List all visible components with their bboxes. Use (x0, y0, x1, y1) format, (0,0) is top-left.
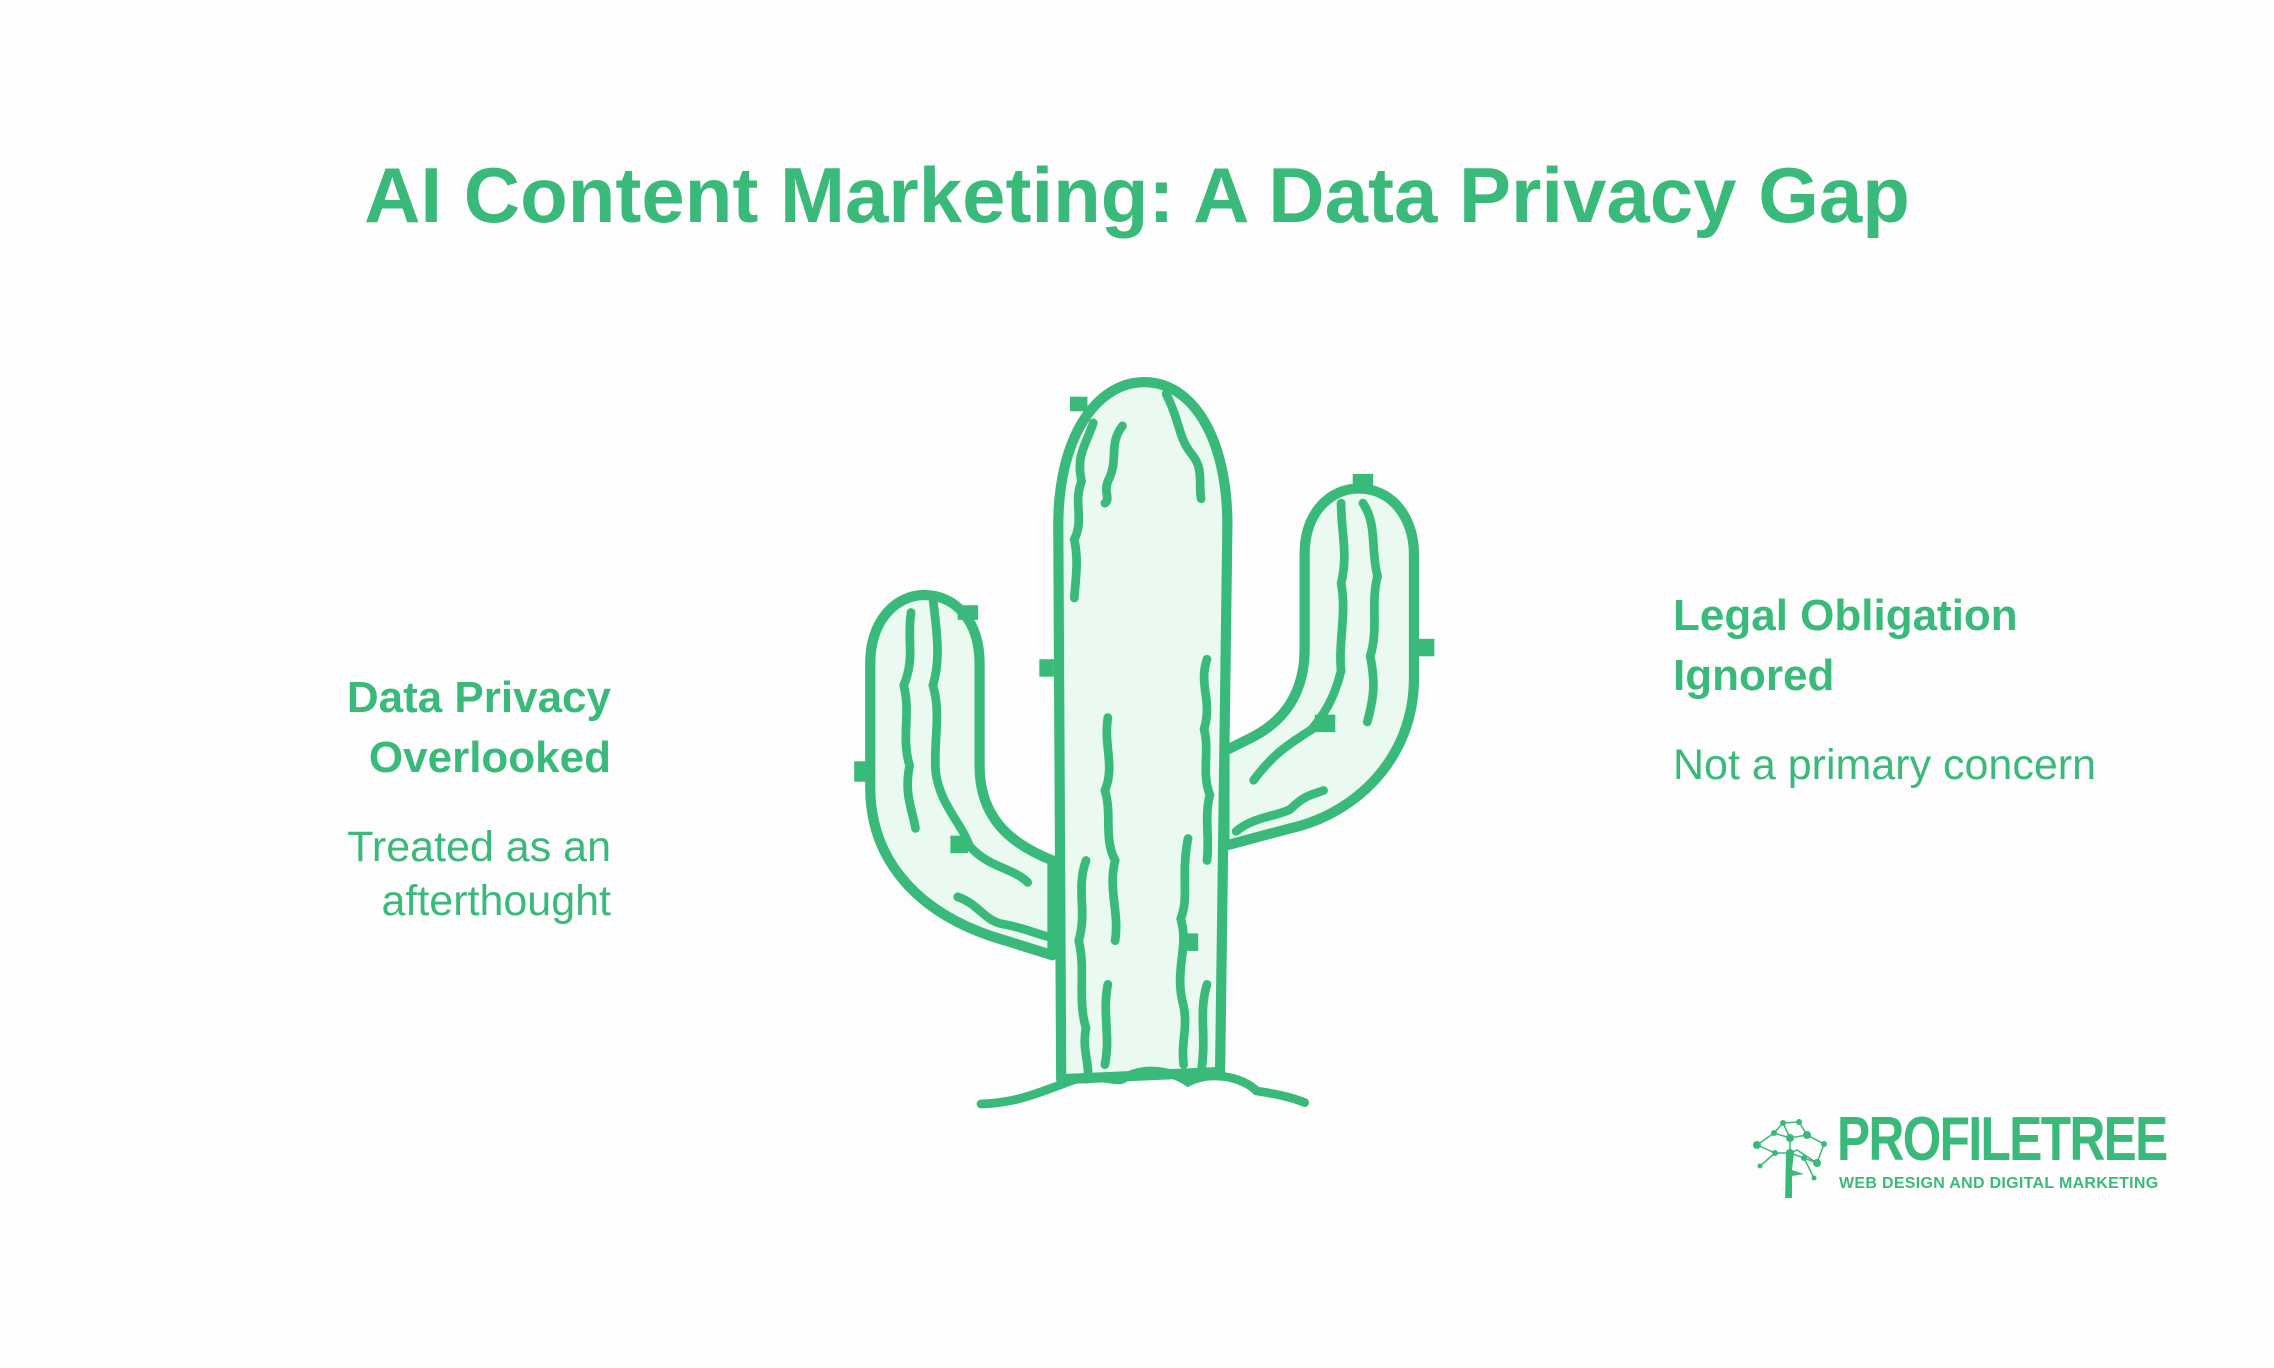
ground-line (976, 1066, 1310, 1109)
right-heading-line1: Legal Obligation (1673, 591, 2018, 640)
page-title: AI Content Marketing: A Data Privacy Gap (364, 151, 1910, 239)
left-heading-line1: Data Privacy (346, 673, 611, 722)
right-point: Legal Obligation Ignored Not a primary c… (1673, 586, 2193, 792)
tree-logo-icon (1753, 1119, 1827, 1202)
left-heading-line2: Overlooked (368, 733, 611, 782)
right-description: Not a primary concern (1673, 741, 2096, 789)
left-point: Data Privacy Overlooked Treated as an af… (191, 668, 611, 928)
profiletree-logo: PROFILETREE WEB DESIGN AND DIGITAL MARKE… (1752, 1105, 2168, 1202)
left-desc-line2: afterthought (381, 877, 611, 925)
right-heading-line2: Ignored (1673, 651, 1835, 700)
left-heading: Data Privacy Overlooked (191, 668, 611, 788)
right-heading: Legal Obligation Ignored (1673, 586, 2193, 706)
left-description: Treated as an afterthought (191, 820, 611, 928)
logo-tagline: WEB DESIGN AND DIGITAL MARKETING (1839, 1175, 2159, 1192)
left-desc-line1: Treated as an (347, 823, 611, 871)
logo-name: PROFILETREE (1837, 1105, 2168, 1174)
